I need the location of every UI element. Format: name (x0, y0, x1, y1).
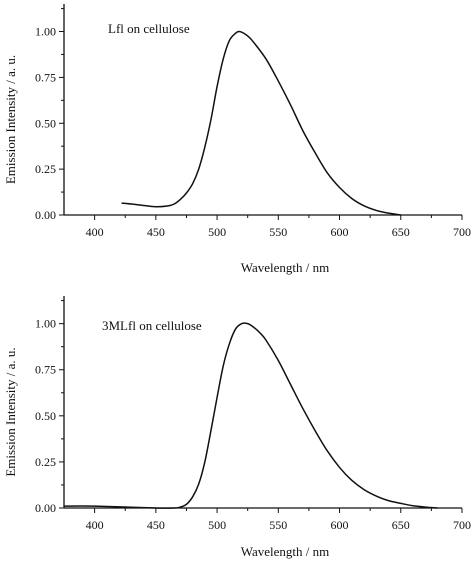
emission-spectrum-line (121, 30, 401, 216)
y-tick-label: 1.00 (35, 317, 56, 331)
x-tick-label: 700 (453, 225, 471, 239)
x-tick-label: 500 (208, 518, 226, 532)
panel-annotation: Lfl on cellulose (108, 21, 190, 36)
panel-annotation: 3MLfl on cellulose (102, 318, 202, 333)
y-tick-label: 0.50 (35, 409, 56, 423)
emission-spectrum-line (63, 322, 438, 509)
y-tick-label: 0.75 (35, 363, 56, 377)
x-tick-label: 650 (392, 225, 410, 239)
y-tick-label: 0.25 (35, 455, 56, 469)
y-tick-label: 0.00 (35, 208, 56, 222)
x-tick-label: 400 (86, 225, 104, 239)
y-axis-title: Emission Intensity / a. u. (3, 347, 18, 476)
x-tick-label: 700 (453, 518, 471, 532)
y-tick-label: 0.50 (35, 116, 56, 130)
x-tick-label: 600 (331, 518, 349, 532)
x-tick-label: 600 (331, 225, 349, 239)
x-axis-title: Wavelength / nm (241, 544, 330, 559)
x-tick-label: 550 (269, 225, 287, 239)
x-tick-label: 450 (147, 225, 165, 239)
x-tick-label: 400 (86, 518, 104, 532)
y-tick-label: 1.00 (35, 25, 56, 39)
x-tick-label: 450 (147, 518, 165, 532)
x-tick-label: 500 (208, 225, 226, 239)
x-tick-label: 550 (269, 518, 287, 532)
y-tick-label: 0.00 (35, 501, 56, 515)
x-tick-label: 650 (392, 518, 410, 532)
x-axis-title: Wavelength / nm (241, 260, 330, 275)
y-axis-title: Emission Intensity / a. u. (3, 55, 18, 184)
y-tick-label: 0.75 (35, 70, 56, 84)
y-tick-label: 0.25 (35, 162, 56, 176)
